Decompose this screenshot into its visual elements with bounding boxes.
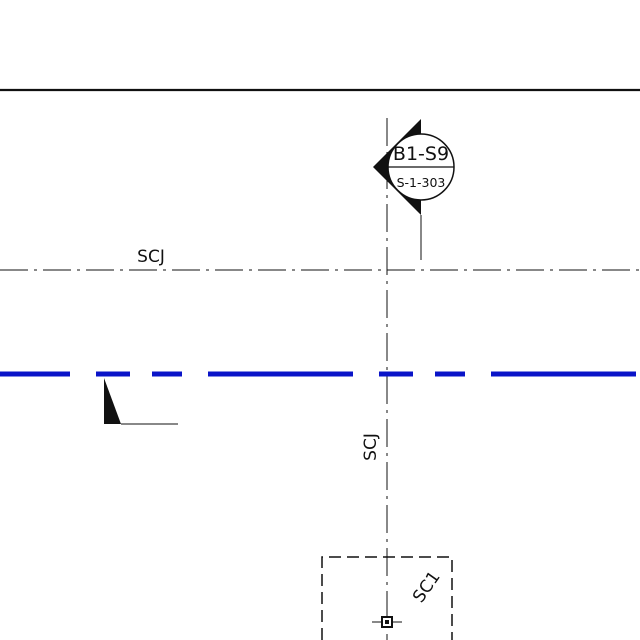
column-tag-label: SC1 [409, 568, 445, 607]
vertical-joint-label: SCJ [361, 433, 381, 461]
slope-symbol [104, 378, 178, 425]
section-marker-bottom-label: S-1-303 [397, 175, 446, 190]
slope-triangle-icon [104, 378, 121, 424]
section-marker[interactable]: B1-S9 S-1-303 [373, 119, 455, 260]
column-center-marker-core [385, 620, 389, 624]
section-marker-top-label: B1-S9 [393, 143, 449, 165]
horizontal-joint-label: SCJ [137, 247, 165, 267]
column-box-outline [321, 556, 453, 640]
